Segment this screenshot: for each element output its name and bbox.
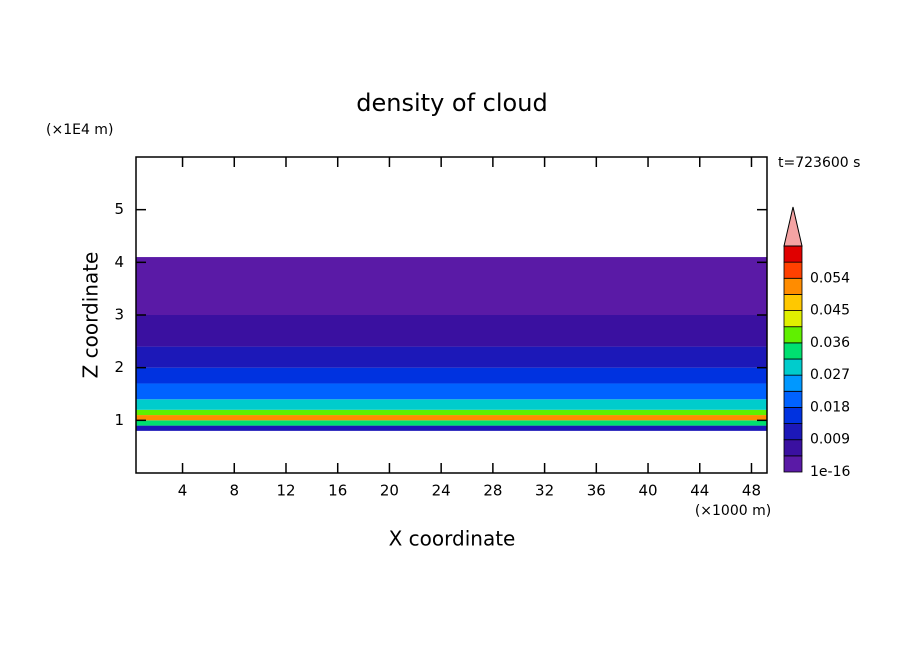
x-tick-label: 48	[742, 482, 761, 500]
y-tick-label: 1	[114, 411, 124, 429]
x-tick-label: 24	[432, 482, 451, 500]
contour-band	[136, 409, 767, 416]
contour-band	[136, 315, 767, 347]
x-tick-label: 28	[483, 482, 502, 500]
y-tick-label: 2	[114, 358, 124, 376]
colorbar-label: 0.027	[810, 367, 850, 383]
chart-title: density of cloud	[356, 89, 547, 117]
y-unit: (×1E4 m)	[46, 122, 113, 138]
colorbar-band	[783, 277, 803, 295]
colorbar-label: 1e-16	[810, 464, 850, 480]
contour-band	[136, 346, 767, 368]
colorbar-band	[783, 342, 803, 360]
colorbar-band	[783, 310, 803, 328]
colorbar-band	[783, 245, 803, 263]
contour-band	[136, 420, 767, 426]
colorbar-band	[783, 374, 803, 392]
contour-band	[136, 367, 767, 384]
x-tick-label: 20	[380, 482, 399, 500]
contour-band	[136, 425, 767, 431]
x-tick-label: 8	[229, 482, 239, 500]
colorbar-label: 0.045	[810, 303, 850, 319]
y-tick-label: 5	[114, 200, 124, 218]
contour-band	[136, 399, 767, 410]
y-tick-label: 3	[114, 306, 124, 324]
colorbar-band	[783, 294, 803, 311]
colorbar-band	[783, 261, 803, 279]
colorbar-band	[783, 358, 803, 376]
x-axis-title: X coordinate	[389, 527, 516, 551]
colorbar-band	[783, 439, 803, 457]
colorbar-band	[783, 390, 803, 408]
y-tick-label: 4	[114, 253, 124, 271]
x-tick-label: 16	[328, 482, 347, 500]
x-unit: (×1000 m)	[695, 503, 771, 519]
colorbar-band	[783, 326, 803, 344]
x-tick-label: 4	[178, 482, 188, 500]
time-label: t=723600 s	[778, 155, 860, 171]
x-tick-label: 44	[690, 482, 709, 500]
x-tick-label: 36	[587, 482, 606, 500]
y-axis-title: Z coordinate	[79, 252, 103, 379]
colorbar-label: 0.018	[810, 399, 850, 415]
contour-band	[136, 383, 767, 400]
colorbar-label: 0.009	[810, 432, 850, 448]
contour-band	[136, 257, 767, 315]
x-tick-label: 12	[276, 482, 295, 500]
contour-band	[136, 415, 767, 421]
x-tick-label: 32	[535, 482, 554, 500]
colorbar-band	[783, 455, 803, 473]
x-tick-label: 40	[638, 482, 657, 500]
colorbar-label: 0.054	[810, 270, 850, 286]
colorbar-label: 0.036	[810, 335, 850, 351]
colorbar-extend	[783, 206, 803, 247]
colorbar-band	[783, 407, 803, 424]
colorbar-band	[783, 423, 803, 441]
